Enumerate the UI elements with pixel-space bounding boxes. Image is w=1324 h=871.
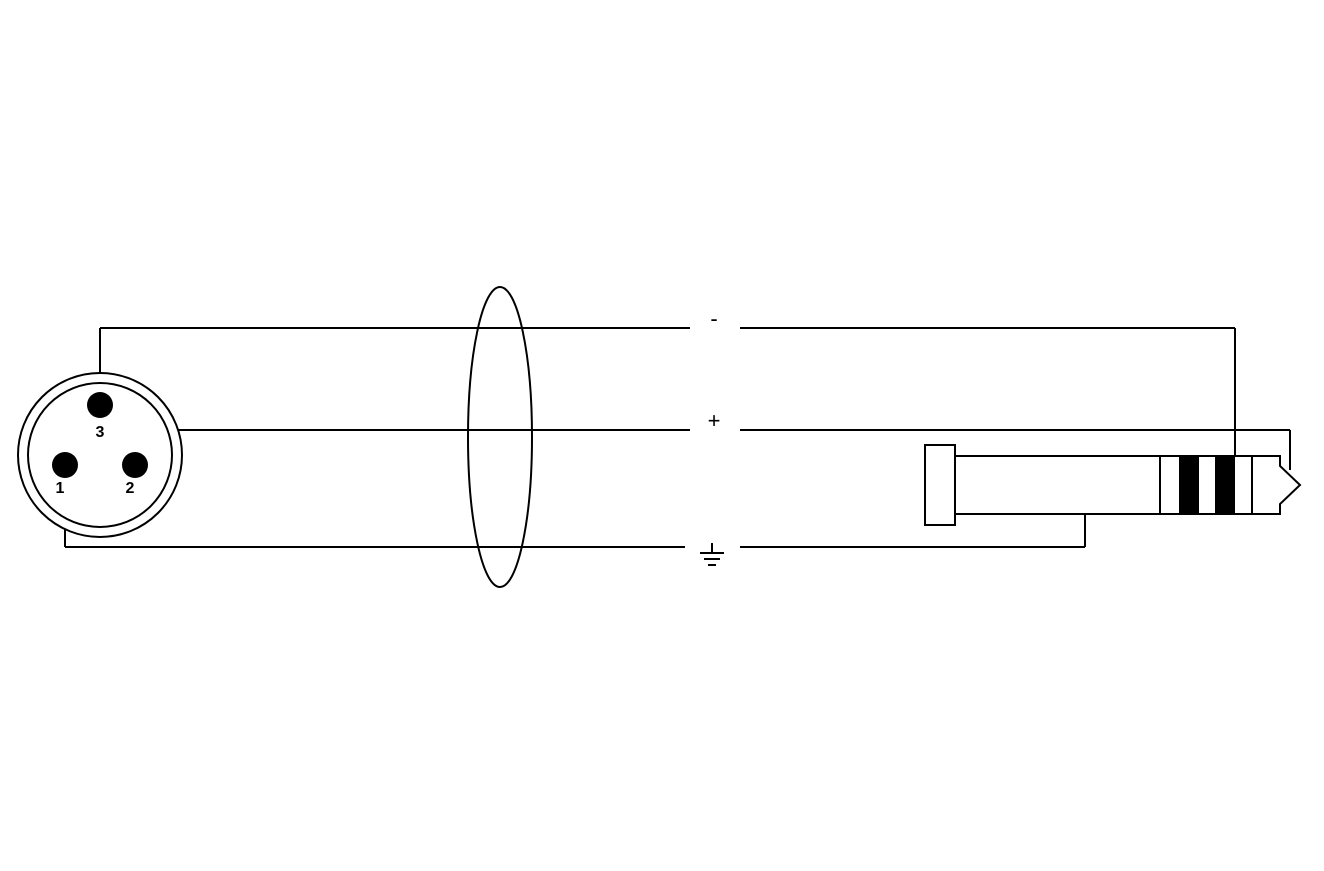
xlr-pin-2-label: 2 <box>126 480 135 497</box>
wiring-diagram: 1 2 3 - + <box>0 0 1324 871</box>
xlr-pin-3-label: 3 <box>96 424 105 441</box>
cable-shield-ellipse <box>468 287 532 587</box>
xlr-connector: 1 2 3 <box>18 373 182 537</box>
wire-minus <box>100 328 1235 456</box>
signal-minus-label: - <box>710 306 717 331</box>
ground-symbol <box>700 543 724 565</box>
xlr-pin-1-label: 1 <box>56 480 65 497</box>
xlr-pin-1 <box>52 452 78 478</box>
xlr-pin-2 <box>122 452 148 478</box>
xlr-pin-3 <box>87 392 113 418</box>
trs-connector <box>925 445 1300 525</box>
signal-plus-label: + <box>708 408 721 433</box>
